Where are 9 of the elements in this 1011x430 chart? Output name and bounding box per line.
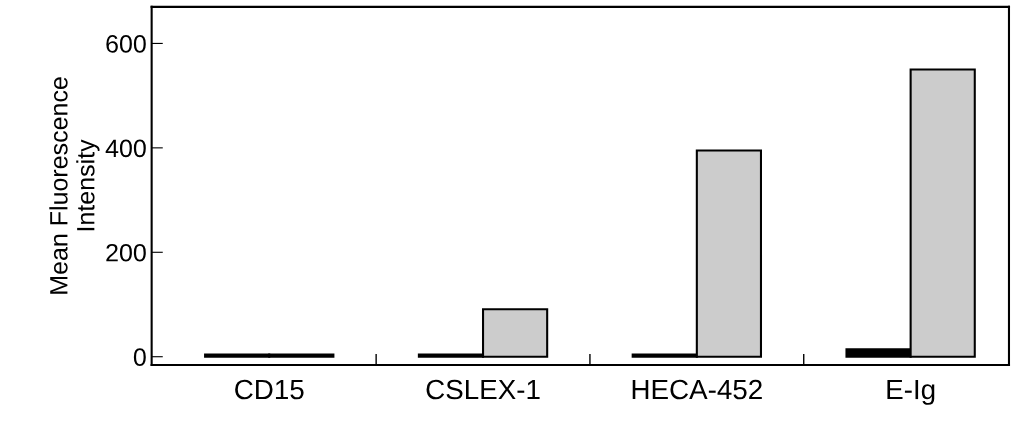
x-tick-label: CD15 <box>235 379 304 400</box>
x-tick-label: HECA-452 <box>632 379 762 400</box>
y-tick-label: 200 <box>106 243 146 262</box>
y-tick-label: 600 <box>106 35 146 53</box>
y-tick-label: 0 <box>133 348 146 367</box>
x-tick-label: CSLEX-1 <box>426 379 540 400</box>
y-tick-label: 400 <box>105 139 146 158</box>
y-axis-title: Mean Fluorescence Intensity <box>49 77 100 294</box>
x-tick-label: E-Ig <box>887 379 935 405</box>
